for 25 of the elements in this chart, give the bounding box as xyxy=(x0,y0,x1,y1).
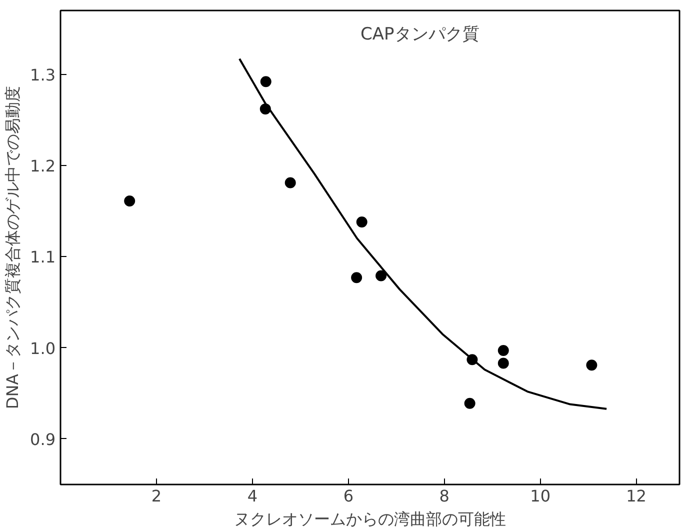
y-axis-title: DNA－タンパク質複合体のゲル中での易動度 xyxy=(3,86,22,410)
point xyxy=(284,177,296,188)
point xyxy=(498,345,509,356)
point xyxy=(498,358,509,369)
y-tick-label: 1.0 xyxy=(30,338,56,358)
x-tick-label: 10 xyxy=(530,486,551,506)
x-tick-label: 12 xyxy=(626,486,646,506)
y-tick-label: 0.9 xyxy=(30,430,56,449)
x-tick-label: 2 xyxy=(151,486,162,506)
point xyxy=(124,196,136,206)
x-tick-label: 6 xyxy=(343,486,354,506)
y-tick-label: 1.2 xyxy=(30,156,56,176)
x-axis-title: ヌクレオソームからの湾曲部の可能性 xyxy=(234,510,506,528)
y-tick-label: 1.3 xyxy=(30,65,56,84)
point xyxy=(351,272,362,284)
annotation: CAPタンパク質 xyxy=(360,24,480,44)
x-tick-label: 4 xyxy=(247,486,258,506)
point xyxy=(464,398,476,409)
y-tick-label: 1.1 xyxy=(30,248,56,267)
point xyxy=(586,360,598,371)
x-tick-label: 8 xyxy=(439,486,450,506)
point xyxy=(356,216,368,228)
line-series xyxy=(238,58,608,410)
point xyxy=(376,270,387,282)
point xyxy=(260,76,272,88)
